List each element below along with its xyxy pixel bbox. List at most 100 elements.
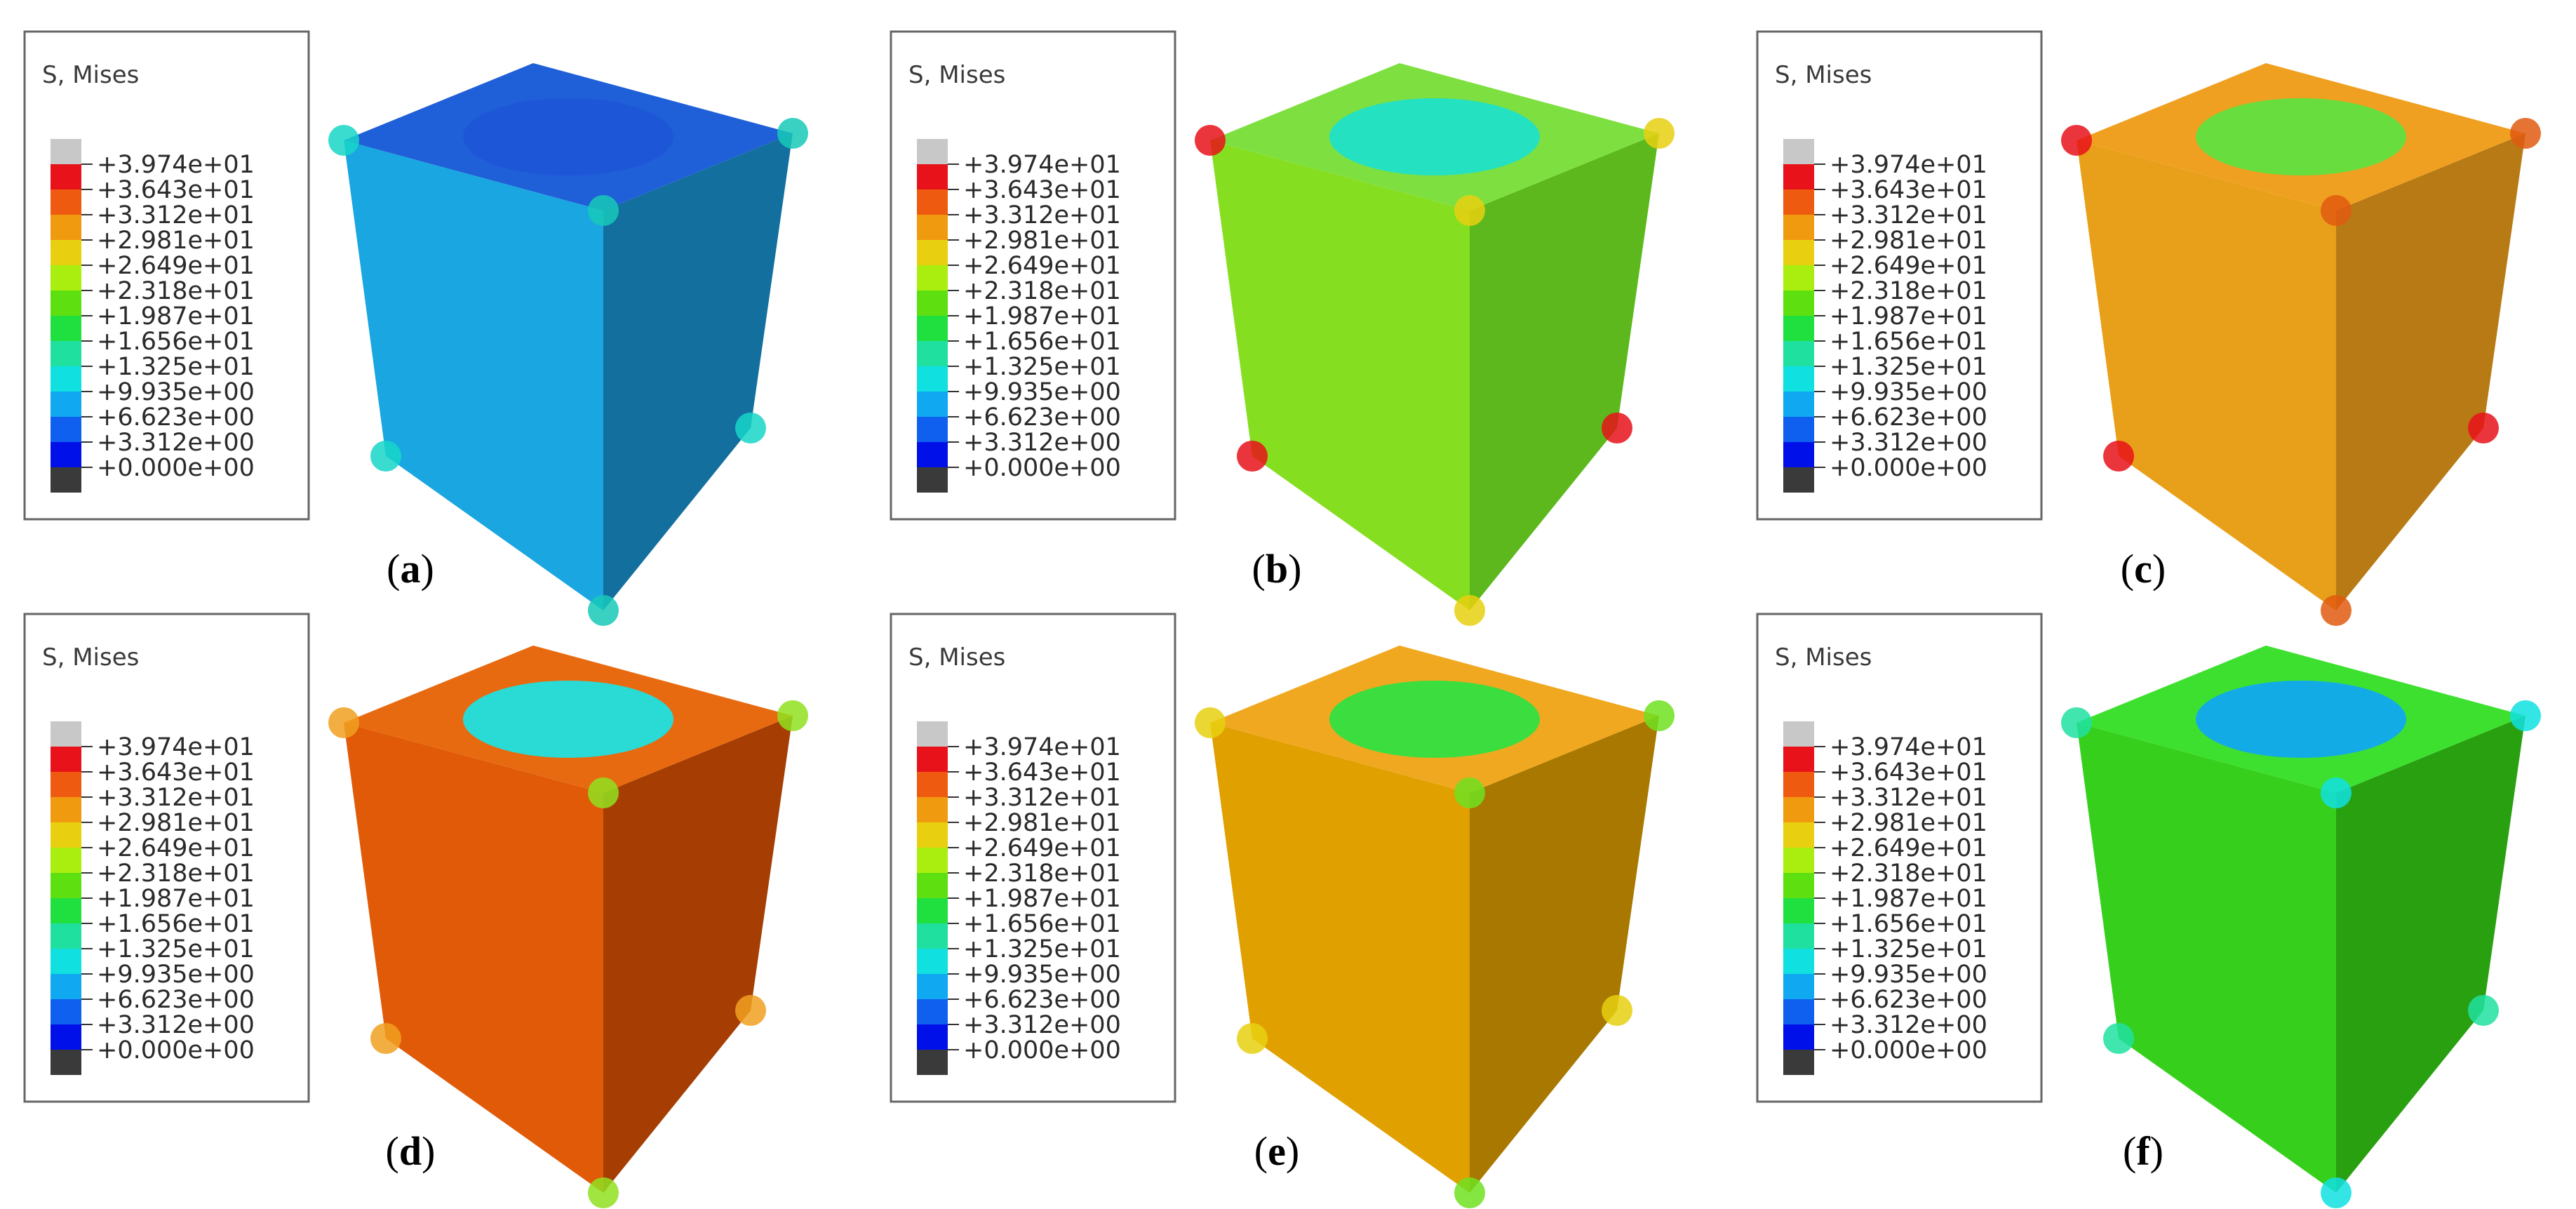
- legend-swatch: [917, 392, 948, 417]
- panels-root: S, Mises +3.974e+01+3.643e+01 +3.312e+01 +2…: [23, 30, 2541, 1208]
- legend-swatch: [1783, 392, 1814, 417]
- corner-stress-spot: [735, 413, 766, 443]
- legend-swatch: [917, 999, 948, 1024]
- legend-label: +9.935e+00: [1830, 378, 1987, 406]
- corner-stress-spot: [328, 707, 359, 738]
- legend-swatch: [917, 316, 948, 341]
- legend-label: +3.312e+01: [97, 784, 255, 812]
- legend-swatch: [1783, 417, 1814, 442]
- corner-stress-spot: [2510, 700, 2541, 731]
- legend-swatch: [917, 772, 948, 797]
- legend-swatch: [917, 139, 948, 164]
- legend-swatch: [51, 772, 81, 797]
- legend-swatch: [1783, 290, 1814, 316]
- corner-stress-spot: [588, 777, 619, 808]
- legend-swatch: [51, 139, 81, 164]
- legend-label: +9.935e+00: [963, 961, 1121, 989]
- legend-label: +3.312e+00: [963, 1011, 1121, 1039]
- corner-stress-spot: [777, 118, 808, 149]
- legend-label: +1.325e+01: [97, 353, 255, 381]
- corner-stress-spot: [1602, 995, 1632, 1026]
- corner-stress-spot: [2510, 118, 2541, 149]
- legend-label: +2.649e+01: [1830, 252, 1987, 280]
- legend-swatch: [51, 189, 81, 215]
- panel-caption: (f): [2123, 1128, 2164, 1174]
- corner-stress-spot: [2468, 413, 2499, 443]
- legend-swatch: [1783, 164, 1814, 189]
- legend-label: +3.974e+01: [963, 151, 1121, 179]
- legend-swatch: [917, 215, 948, 240]
- legend-swatch: [1783, 1024, 1814, 1050]
- legend-swatch: [917, 417, 948, 442]
- panel-caption: (d): [386, 1128, 436, 1174]
- legend-label: +2.318e+01: [963, 277, 1121, 305]
- cube-side-face: [603, 716, 793, 1193]
- legend-swatch: [917, 797, 948, 822]
- legend-label: +9.935e+00: [963, 378, 1121, 406]
- cube-side-face: [1470, 716, 1659, 1193]
- legend-title: S, Mises: [1775, 61, 1872, 89]
- legend-label: +2.981e+01: [97, 227, 255, 255]
- legend-swatch: [917, 873, 948, 898]
- legend-swatch: [1783, 923, 1814, 949]
- legend-label: +2.649e+01: [963, 252, 1121, 280]
- corner-stress-spot: [370, 441, 401, 472]
- legend-label: +1.987e+01: [963, 885, 1121, 913]
- legend-swatch: [1783, 974, 1814, 999]
- panel-f: S, Mises+3.974e+01+3.643e+01+3.312e+01+2…: [1756, 613, 2541, 1208]
- panel-b: S, Mises+3.974e+01+3.643e+01+3.312e+01+2…: [890, 30, 1675, 626]
- legend-label: +6.623e+00: [1830, 986, 1987, 1014]
- legend-swatch: [1783, 1050, 1814, 1075]
- legend-title: S, Mises: [42, 61, 139, 89]
- legend-swatch: [917, 1050, 948, 1075]
- legend-label: +3.312e+00: [97, 1011, 255, 1039]
- legend-swatch: [1783, 873, 1814, 898]
- legend-swatch: [51, 898, 81, 923]
- cube-front-face: [344, 140, 603, 610]
- legend-swatch: [917, 189, 948, 215]
- stress-cube: [328, 63, 808, 626]
- legend-swatch: [51, 265, 81, 290]
- stress-cube: [328, 646, 808, 1208]
- cube-front-face: [344, 723, 603, 1193]
- corner-stress-spot: [2061, 125, 2092, 156]
- legend-label: +6.623e+00: [963, 403, 1121, 432]
- corner-stress-spot: [777, 700, 808, 731]
- legend-swatch: [51, 215, 81, 240]
- legend-swatch: [917, 467, 948, 493]
- legend: S, Mises+3.974e+01+3.643e+01+3.312e+01+2…: [1756, 30, 2043, 521]
- legend-label: +1.656e+01: [97, 328, 255, 356]
- panel-d: S, Mises+3.974e+01+3.643e+01+3.312e+01+2…: [23, 613, 808, 1208]
- stress-cube: [1195, 63, 1675, 626]
- legend-label: +2.981e+01: [1830, 227, 1987, 255]
- legend-label: +9.935e+00: [1830, 961, 1987, 989]
- legend-swatch: [917, 721, 948, 747]
- legend-swatch: [917, 747, 948, 772]
- top-stress-contour: [463, 98, 673, 175]
- cube-side-face: [1470, 133, 1659, 610]
- legend-label: +3.643e+01: [963, 176, 1121, 204]
- panel-caption: (e): [1254, 1128, 1299, 1174]
- legend-swatch: [1783, 265, 1814, 290]
- legend-swatch: [1783, 797, 1814, 822]
- corner-stress-spot: [370, 1023, 401, 1054]
- corner-stress-spot: [1237, 1023, 1268, 1054]
- panel-caption: (b): [1252, 546, 1302, 592]
- corner-stress-spot: [328, 125, 359, 156]
- corner-stress-spot: [1454, 195, 1485, 226]
- legend-swatch: [51, 797, 81, 822]
- corner-stress-spot: [1644, 118, 1675, 149]
- legend-label: +1.987e+01: [97, 302, 255, 330]
- cube-front-face: [1210, 140, 1470, 610]
- legend-label: +3.312e+00: [1830, 429, 1987, 457]
- panel-e: S, Mises+3.974e+01+3.643e+01+3.312e+01+2…: [890, 613, 1675, 1208]
- legend-label: +1.325e+01: [963, 353, 1121, 381]
- panel-caption: (c): [2121, 546, 2166, 592]
- legend-label: +0.000e+00: [1830, 454, 1987, 482]
- legend-swatch: [51, 290, 81, 316]
- legend-label: +2.649e+01: [963, 834, 1121, 862]
- stress-cube: [1195, 646, 1675, 1208]
- legend-swatch: [1783, 999, 1814, 1024]
- legend-swatch: [917, 265, 948, 290]
- legend-title: S, Mises: [42, 643, 139, 672]
